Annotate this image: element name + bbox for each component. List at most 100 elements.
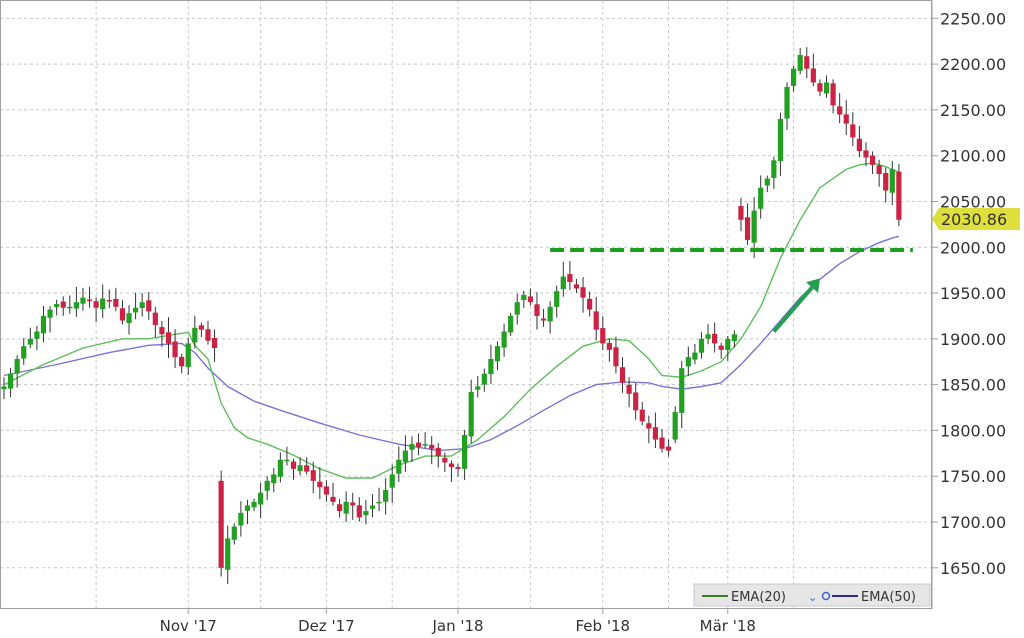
candle-down [869,155,876,165]
candle-up [771,160,777,178]
candle-up [1,386,7,390]
candle-up [21,346,27,359]
candle-down [448,463,455,468]
candle-up [389,474,395,488]
candle-up [784,87,790,119]
trend-arrow-shaft [772,286,814,333]
candle-down [304,465,310,472]
candle-up [369,505,376,509]
candle-up [751,210,757,243]
candle-down [198,325,204,330]
candle-down [804,56,810,69]
candle-up [40,315,47,334]
candle-down [310,470,316,481]
candle-up [27,338,33,345]
candle-down [113,298,119,307]
last-price-marker: 2030.86 [932,208,1020,231]
grid [0,0,932,609]
candle-down [843,114,849,124]
y-tick-label: 1750.00 [940,467,1006,486]
y-tick-label: 2050.00 [940,192,1006,211]
candle-down [883,172,889,191]
y-tick-label: 1850.00 [940,376,1006,395]
candle-down [665,446,672,451]
candle-down [850,124,856,138]
candle-up [672,412,678,440]
candle-up [705,334,711,339]
candle-down [540,318,547,321]
candle-up [764,178,770,186]
candle-up [185,343,191,368]
candle-up [133,307,139,313]
trend-arrow-head [806,278,820,293]
candle-down [593,311,599,330]
candles [1,47,902,585]
candle-down [350,502,356,506]
candle-up [126,313,132,324]
candle-down [172,341,178,358]
last-price-label: 2030.86 [941,210,1007,229]
candle-up [277,459,283,477]
candle-down [290,461,297,469]
legend: EMA(20) ⌄ EMA(50) [693,583,931,607]
candle-down [106,299,112,302]
candle-up [67,306,73,309]
x-tick-label: Jan '18 [431,617,483,635]
x-tick-label: Nov '17 [160,617,217,635]
candle-up [238,512,244,526]
candle-down [817,83,823,92]
candle-up [258,492,264,505]
candle-down [165,332,172,344]
candle-down [336,504,343,512]
candle-down [652,427,659,440]
candle-down [442,457,448,463]
candle-down [152,312,158,326]
candle-up [462,435,468,469]
candle-up [396,459,402,474]
y-tick-label: 1900.00 [940,330,1006,349]
candle-up [889,169,895,193]
candle-down [639,409,645,422]
candle-down [415,442,422,447]
candle-up [823,82,830,94]
candle-up [383,489,389,502]
last-price-tag [932,208,1020,231]
candle-down [712,333,718,344]
candle-up [225,538,231,570]
legend-ema50-gear-icon[interactable] [821,591,831,601]
legend-box [693,583,931,607]
annotations [550,248,913,333]
candle-down [567,274,573,283]
candle-up [376,501,382,504]
candle-up [100,298,106,310]
candle-down [646,423,652,429]
candle-up [725,338,731,351]
candle-up [797,54,803,71]
candle-down [527,296,533,303]
y-tick-label: 2200.00 [940,55,1006,74]
candle-down [534,304,540,316]
candle-up [251,501,257,508]
candle-down [606,342,612,350]
x-tick-label: Feb '18 [576,617,631,635]
y-tick-label: 2150.00 [940,101,1006,120]
y-tick-label: 2100.00 [940,147,1006,166]
candle-up [494,346,501,362]
candle-up [560,276,566,290]
candle-up [554,291,560,307]
candle-up [758,187,764,209]
candle-up [422,444,428,446]
candle-down [580,287,586,298]
candle-up [409,444,415,450]
candle-up [244,505,251,511]
x-tick-label: Dez '17 [298,617,355,635]
candle-down [896,171,902,220]
candle-down [356,505,362,518]
candle-up [73,302,79,309]
legend-ema20-chevron-icon[interactable]: ⌄ [808,591,817,604]
candle-up [521,294,527,301]
legend-ema50-label: EMA(50) [861,590,916,605]
candle-down [738,206,744,220]
candle-up [231,526,237,540]
